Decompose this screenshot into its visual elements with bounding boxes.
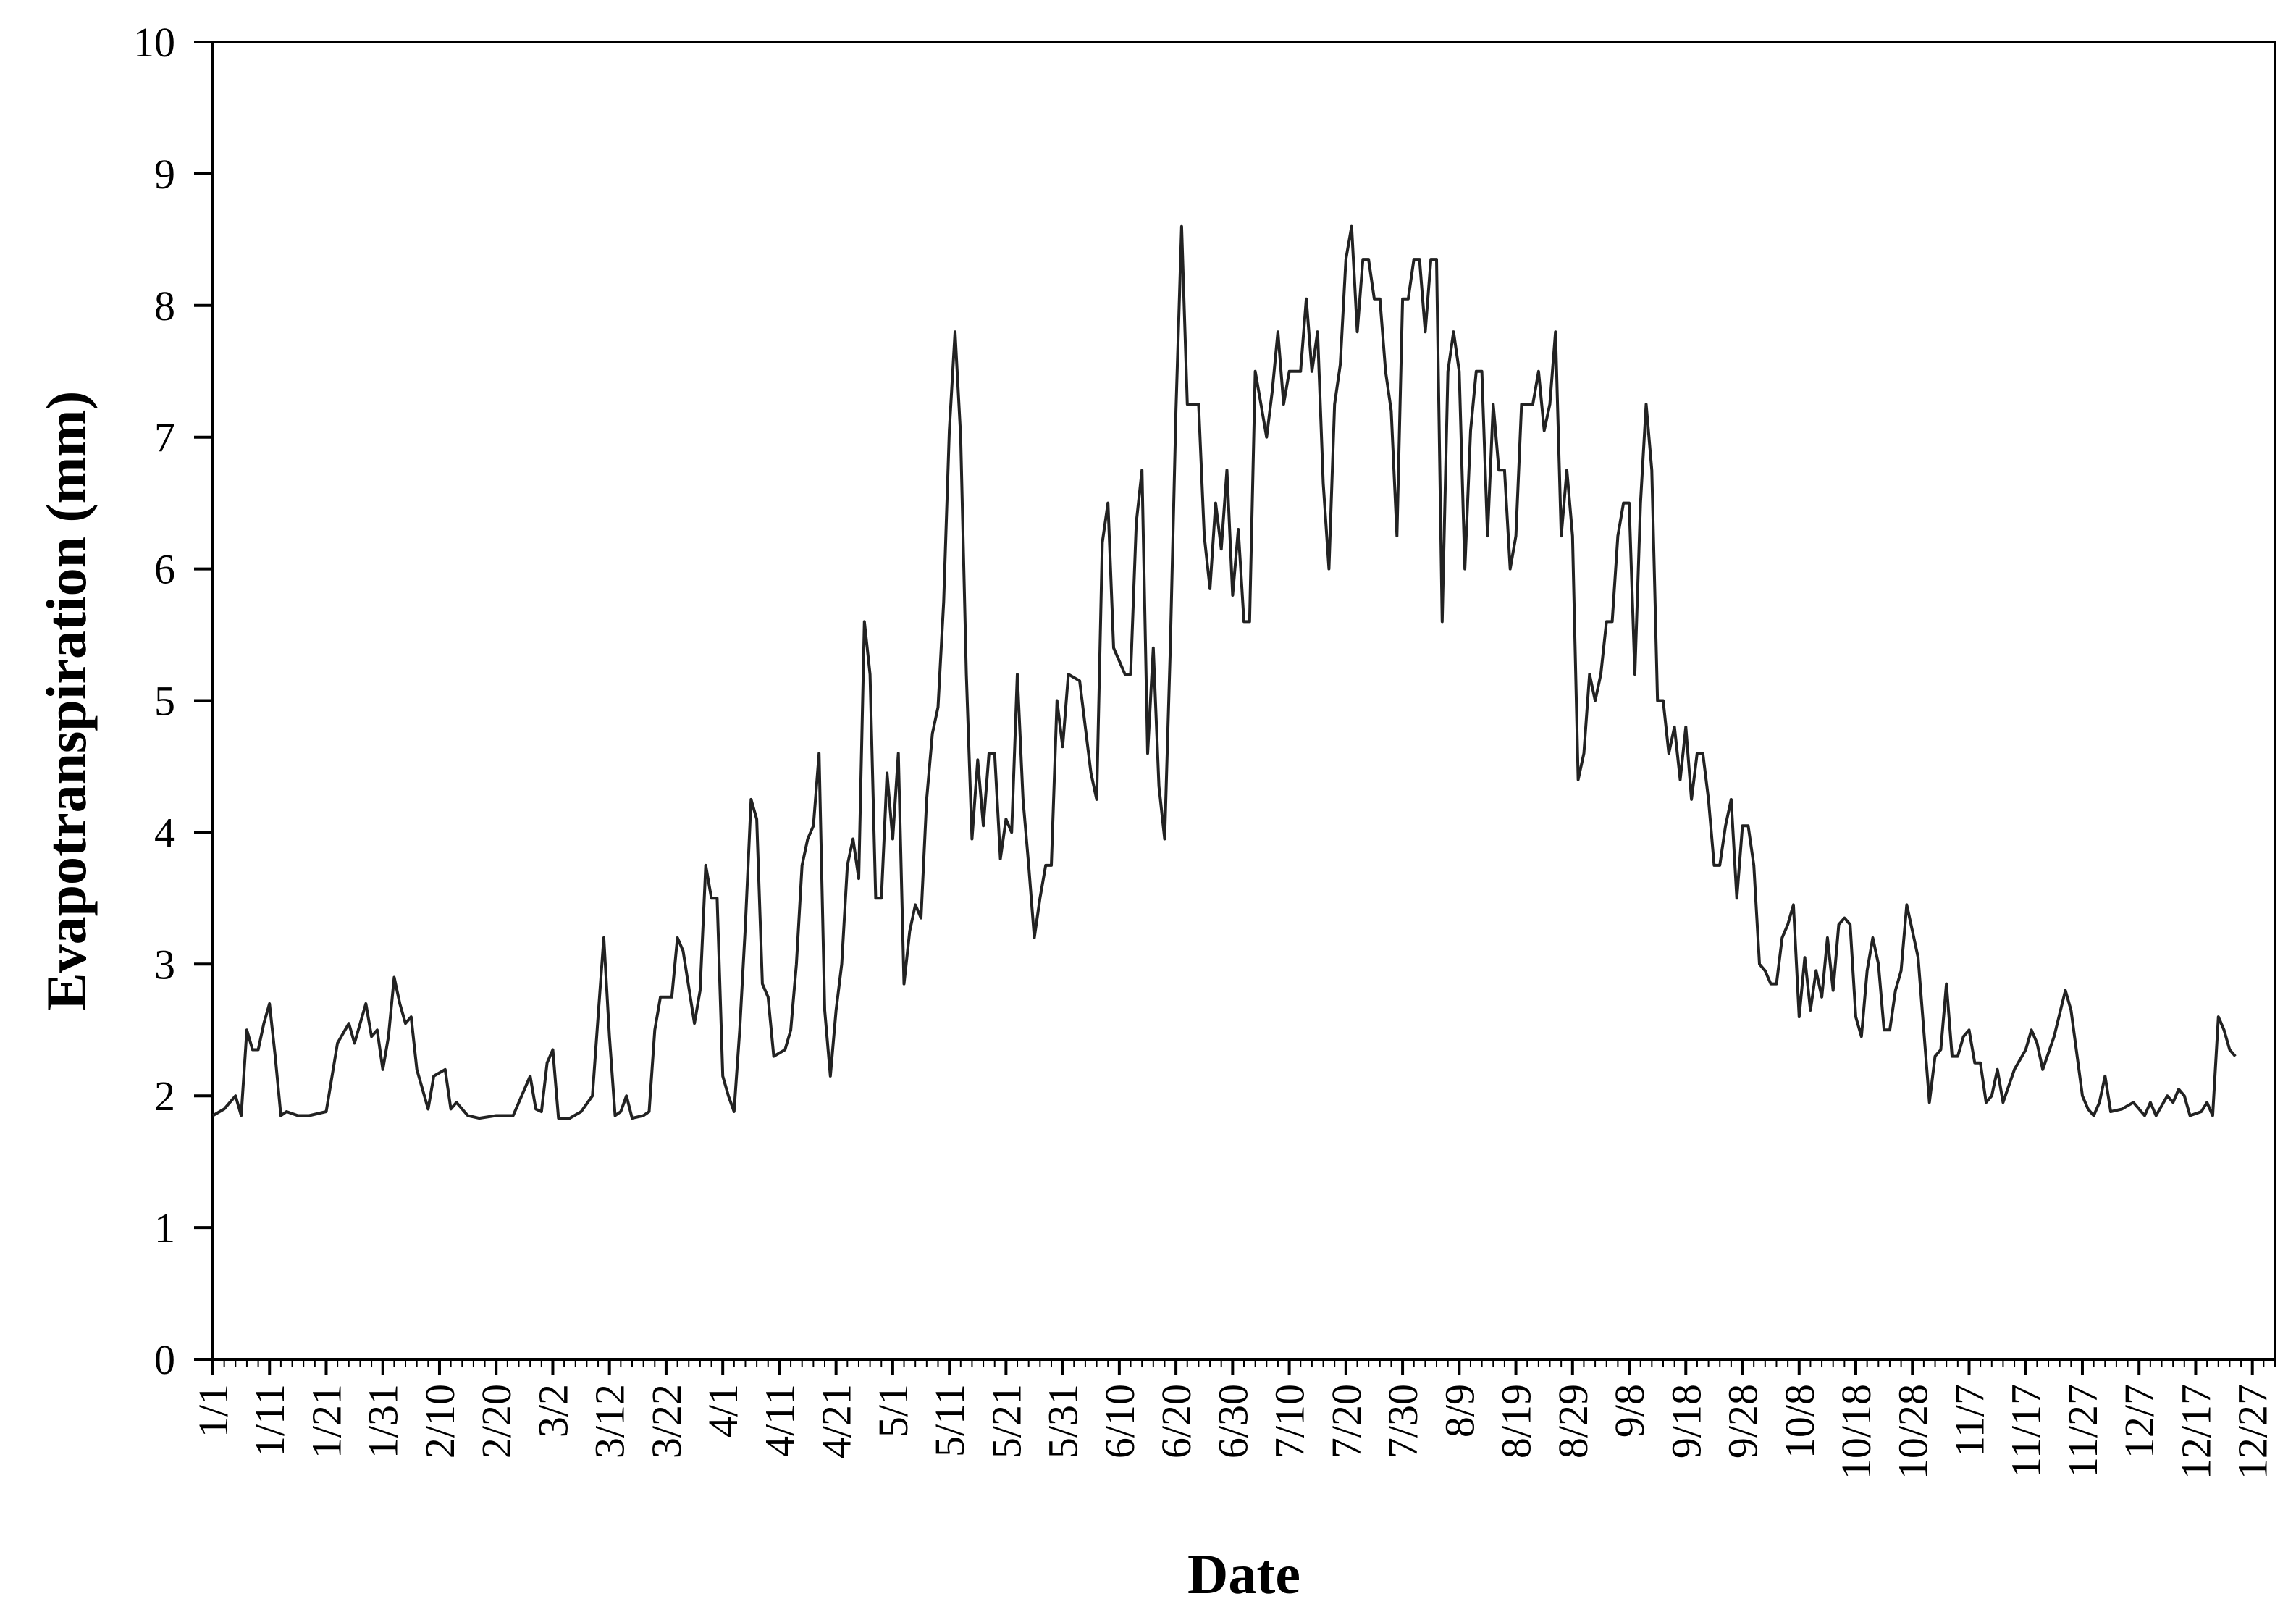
y-tick-label: 10 [133, 19, 175, 66]
x-tick-label: 9/8 [1606, 1384, 1653, 1438]
x-tick-label: 5/1 [870, 1384, 917, 1438]
x-tick-label: 7/10 [1266, 1384, 1313, 1459]
x-tick-label: 10/18 [1833, 1384, 1880, 1480]
x-tick-label: 2/20 [473, 1384, 520, 1459]
x-tick-label: 8/9 [1436, 1384, 1483, 1438]
y-tick-label: 2 [154, 1073, 175, 1120]
x-tick-label: 7/30 [1379, 1384, 1426, 1459]
y-axis-ticks: 0 1 2 3 4 5 6 7 8 9 10 [133, 19, 213, 1383]
x-tick-label: 4/11 [756, 1384, 803, 1457]
x-tick-label: 4/1 [699, 1384, 747, 1438]
y-tick-label: 8 [154, 282, 175, 330]
x-axis-ticks: 1/1 1/11 1/21 1/31 2/10 2/20 3/2 3/12 3/22 4/1 4/1… [190, 1359, 2276, 1480]
x-tick-label: 5/21 [983, 1384, 1030, 1459]
x-tick-label: 2/10 [416, 1384, 463, 1459]
x-tick-label: 8/29 [1549, 1384, 1597, 1459]
x-tick-label: 11/27 [2059, 1384, 2106, 1478]
plot-area-frame [211, 41, 2276, 1361]
y-tick-label: 4 [154, 809, 175, 856]
x-tick-label: 6/10 [1096, 1384, 1143, 1459]
y-axis-title: Evapotranspiration (mm) [35, 391, 98, 1011]
x-tick-label: 10/8 [1776, 1384, 1823, 1459]
x-tick-label: 1/31 [360, 1384, 407, 1459]
x-tick-label: 5/31 [1040, 1384, 1087, 1459]
x-tick-label: 9/18 [1662, 1384, 1710, 1459]
x-tick-label: 12/7 [2116, 1384, 2163, 1459]
series-layer [211, 224, 2237, 1120]
x-tick-label: 9/28 [1720, 1384, 1767, 1459]
x-tick-label: 6/30 [1209, 1384, 1256, 1459]
x-tick-label: 12/27 [2229, 1384, 2276, 1480]
x-tick-label: 8/19 [1493, 1384, 1540, 1459]
y-tick-label: 9 [154, 151, 175, 198]
x-tick-label: 3/2 [529, 1384, 576, 1438]
x-axis-title: Date [1187, 1543, 1300, 1606]
x-tick-label: 10/28 [1889, 1384, 1936, 1480]
y-tick-label: 5 [154, 678, 175, 725]
x-tick-label: 11/17 [2003, 1384, 2050, 1478]
y-tick-label: 3 [154, 941, 175, 988]
series-line [211, 224, 2237, 1120]
y-tick-label: 0 [154, 1336, 175, 1383]
x-tick-label: 7/20 [1323, 1384, 1370, 1459]
x-tick-label: 4/21 [813, 1384, 860, 1459]
x-tick-label: 1/1 [190, 1384, 237, 1438]
x-tick-label: 12/17 [2172, 1384, 2219, 1480]
y-tick-label: 6 [154, 546, 175, 593]
x-tick-label: 3/12 [586, 1384, 634, 1459]
y-tick-label: 7 [154, 414, 175, 461]
y-tick-label: 1 [154, 1204, 175, 1251]
x-tick-label: 1/11 [246, 1384, 293, 1457]
x-tick-label: 11/7 [1946, 1384, 1993, 1457]
x-tick-label: 5/11 [926, 1384, 973, 1457]
x-tick-label: 3/22 [643, 1384, 690, 1459]
x-tick-label: 1/21 [303, 1384, 350, 1459]
x-tick-label: 6/20 [1153, 1384, 1200, 1459]
